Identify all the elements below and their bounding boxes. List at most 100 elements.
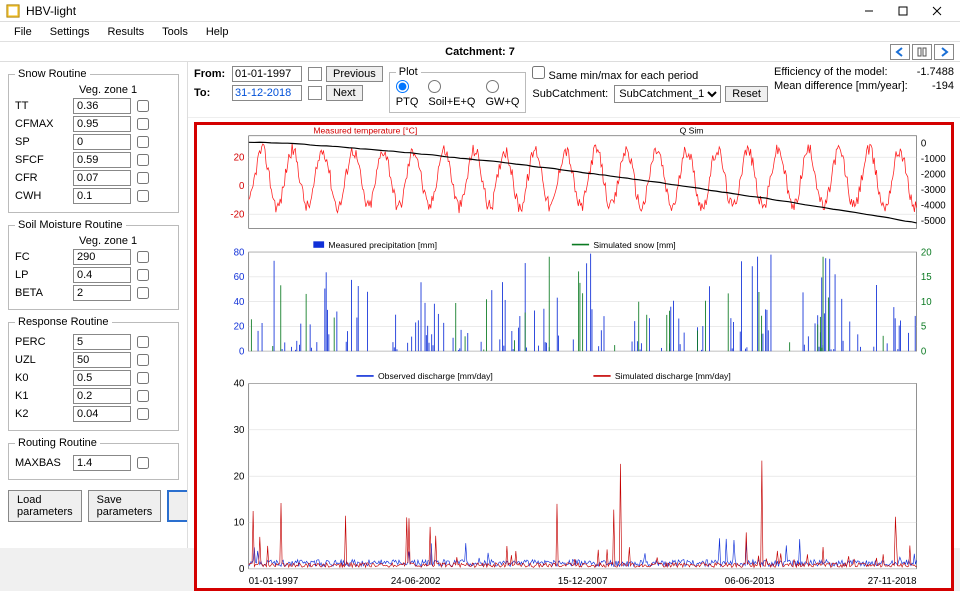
response-input-perc[interactable] (73, 334, 131, 350)
soil-row-fc: FC (15, 249, 172, 265)
previous-button[interactable]: Previous (326, 66, 383, 82)
response-input-uzl[interactable] (73, 352, 131, 368)
soil-input-lp[interactable] (73, 267, 131, 283)
subcatchment-select[interactable]: SubCatchment_1 (614, 85, 721, 103)
snow-label-cfr: CFR (15, 172, 67, 184)
parameter-panel: Snow Routine Veg. zone 1 TTCFMAXSPSFCFCF… (0, 62, 188, 548)
to-date-input[interactable] (232, 85, 302, 101)
svg-text:Q Sim: Q Sim (680, 126, 704, 136)
snow-checkbox-cfr[interactable] (137, 172, 149, 184)
routing-input-maxbas[interactable] (73, 455, 131, 471)
menu-file[interactable]: File (6, 24, 40, 40)
snow-input-tt[interactable] (73, 98, 131, 114)
svg-text:0: 0 (239, 181, 245, 192)
response-checkbox-perc[interactable] (137, 336, 149, 348)
mean-diff-label: Mean difference [mm/year]: (774, 80, 908, 92)
svg-text:30: 30 (234, 425, 245, 436)
to-label: To: (194, 87, 226, 99)
response-checkbox-k2[interactable] (137, 408, 149, 420)
soil-radio[interactable] (428, 80, 441, 93)
soil-label-lp: LP (15, 269, 67, 281)
gw-radio-label[interactable]: GW+Q (486, 80, 520, 108)
response-input-k2[interactable] (73, 406, 131, 422)
subcatchment-label: SubCatchment: (532, 88, 608, 100)
svg-text:-5000: -5000 (921, 216, 946, 227)
soil-input-beta[interactable] (73, 285, 131, 301)
soil-radio-label[interactable]: Soil+E+Q (428, 80, 475, 108)
soil-routine-title: Soil Moisture Routine (15, 219, 126, 231)
response-input-k0[interactable] (73, 370, 131, 386)
reset-button[interactable]: Reset (725, 86, 768, 102)
snow-checkbox-cfmax[interactable] (137, 118, 149, 130)
same-minmax-label[interactable]: Same min/max for each period (532, 66, 698, 82)
load-parameters-button[interactable]: Load parameters (8, 490, 82, 522)
menu-results[interactable]: Results (99, 24, 152, 40)
response-checkbox-k1[interactable] (137, 390, 149, 402)
routing-routine-title: Routing Routine (15, 437, 100, 449)
snow-row-cwh: CWH (15, 188, 172, 204)
maximize-button[interactable] (886, 0, 920, 22)
snow-input-cfmax[interactable] (73, 116, 131, 132)
routing-checkbox-maxbas[interactable] (137, 457, 149, 469)
snow-label-cwh: CWH (15, 190, 67, 202)
svg-text:06-06-2013: 06-06-2013 (725, 576, 775, 587)
from-label: From: (194, 68, 226, 80)
snow-input-cfr[interactable] (73, 170, 131, 186)
nav-prev-icon[interactable] (890, 44, 910, 60)
gw-radio[interactable] (486, 80, 499, 93)
response-routine-title: Response Routine (15, 316, 112, 328)
soil-checkbox-fc[interactable] (137, 251, 149, 263)
menu-bar: File Settings Results Tools Help (0, 22, 960, 42)
run-button[interactable]: Run (167, 490, 188, 522)
response-checkbox-uzl[interactable] (137, 354, 149, 366)
soil-checkbox-lp[interactable] (137, 269, 149, 281)
svg-text:-20: -20 (230, 209, 245, 220)
response-checkbox-k0[interactable] (137, 372, 149, 384)
snow-label-tt: TT (15, 100, 67, 112)
svg-text:Measured precipitation [mm]: Measured precipitation [mm] (328, 240, 437, 250)
svg-text:24-06-2002: 24-06-2002 (391, 576, 441, 587)
snow-row-cfmax: CFMAX (15, 116, 172, 132)
response-input-k1[interactable] (73, 388, 131, 404)
ptq-radio-label[interactable]: PTQ (396, 80, 419, 108)
save-parameters-button[interactable]: Save parameters (88, 490, 162, 522)
snow-input-sfcf[interactable] (73, 152, 131, 168)
next-button[interactable]: Next (326, 85, 363, 101)
response-label-uzl: UZL (15, 354, 67, 366)
snow-input-cwh[interactable] (73, 188, 131, 204)
to-calendar-icon[interactable] (308, 86, 322, 100)
soil-input-fc[interactable] (73, 249, 131, 265)
soil-row-beta: BETA (15, 285, 172, 301)
svg-text:80: 80 (234, 247, 245, 258)
same-minmax-checkbox[interactable] (532, 66, 545, 79)
stats-panel: Efficiency of the model:-1.7488 Mean dif… (774, 66, 954, 92)
snow-input-sp[interactable] (73, 134, 131, 150)
minimize-button[interactable] (852, 0, 886, 22)
routing-routine-group: Routing Routine MAXBAS (8, 437, 179, 480)
soil-checkbox-beta[interactable] (137, 287, 149, 299)
svg-text:15: 15 (921, 272, 932, 283)
mean-diff-value: -194 (932, 80, 954, 92)
snow-label-sfcf: SFCF (15, 154, 67, 166)
snow-checkbox-cwh[interactable] (137, 190, 149, 202)
catchment-value: 7 (509, 46, 515, 58)
nav-center-icon[interactable] (912, 44, 932, 60)
ptq-radio[interactable] (396, 80, 409, 93)
svg-text:-2000: -2000 (921, 170, 946, 181)
snow-checkbox-sfcf[interactable] (137, 154, 149, 166)
from-calendar-icon[interactable] (308, 67, 322, 81)
svg-text:15-12-2007: 15-12-2007 (558, 576, 608, 587)
snow-row-tt: TT (15, 98, 172, 114)
svg-text:20: 20 (921, 247, 932, 258)
close-button[interactable] (920, 0, 954, 22)
menu-help[interactable]: Help (198, 24, 237, 40)
menu-settings[interactable]: Settings (42, 24, 98, 40)
nav-next-icon[interactable] (934, 44, 954, 60)
snow-checkbox-tt[interactable] (137, 100, 149, 112)
menu-tools[interactable]: Tools (154, 24, 196, 40)
plot-legend: Plot (396, 66, 421, 78)
snow-checkbox-sp[interactable] (137, 136, 149, 148)
svg-text:Measured temperature [°C]: Measured temperature [°C] (313, 126, 417, 136)
app-icon (6, 4, 20, 18)
from-date-input[interactable] (232, 66, 302, 82)
